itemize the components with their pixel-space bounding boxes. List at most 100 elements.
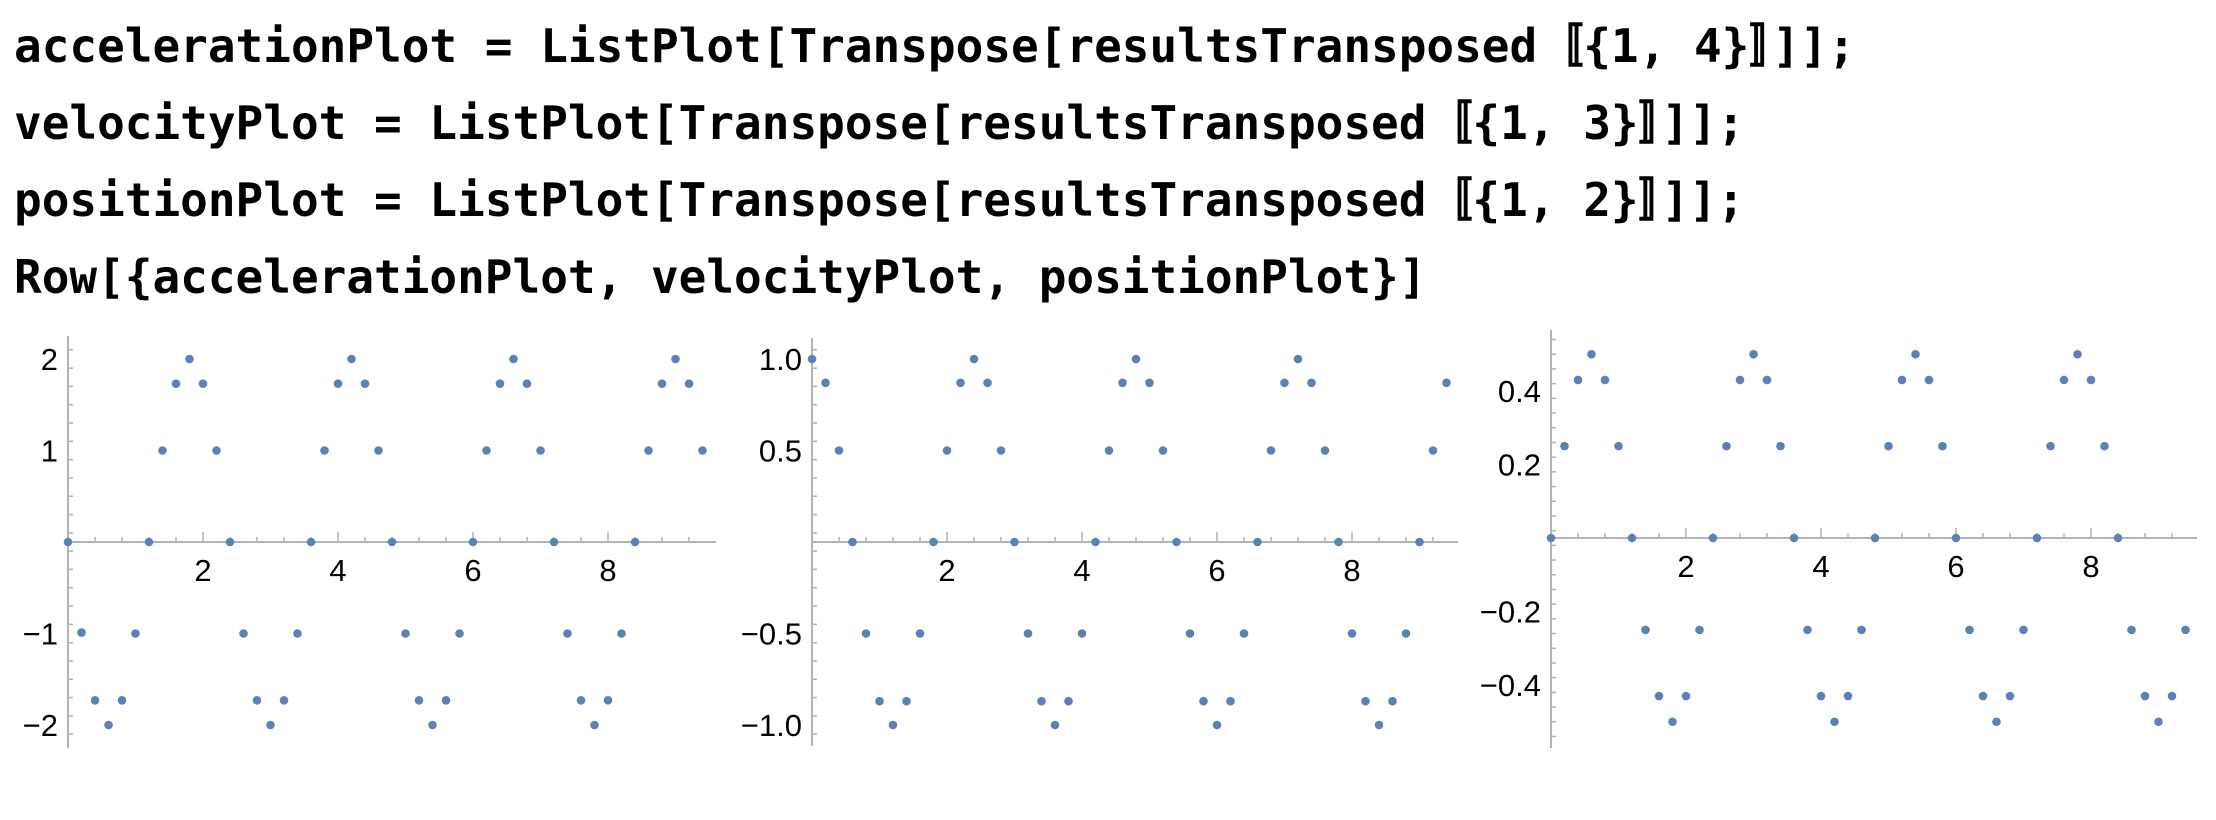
data-point [1104, 446, 1114, 455]
data-point [1641, 625, 1650, 635]
data-point [387, 537, 397, 547]
data-point [1546, 533, 1556, 543]
data-point [1803, 625, 1812, 635]
data-point [401, 629, 410, 638]
data-point [2181, 625, 2190, 635]
data-point [374, 446, 383, 455]
data-point [306, 537, 316, 547]
data-point [549, 537, 559, 547]
data-point [698, 446, 707, 455]
data-point [468, 537, 478, 547]
data-point [603, 695, 613, 705]
data-point [1830, 717, 1839, 727]
data-point [848, 537, 857, 547]
data-point [2113, 533, 2123, 543]
data-point [522, 379, 532, 389]
x-tick-label: 8 [599, 553, 616, 588]
data-point [1239, 629, 1249, 638]
x-tick-label: 2 [194, 553, 211, 588]
data-point [644, 446, 653, 455]
data-point [144, 537, 154, 547]
x-tick-label: 6 [1947, 549, 1964, 584]
data-point [915, 629, 925, 638]
data-point [293, 629, 302, 638]
data-point [1226, 696, 1235, 706]
position-plot: 2 4 6 8 −0.4 −0.2 0.2 0.4 [1480, 330, 2197, 748]
data-point [1695, 625, 1704, 635]
data-point [104, 720, 113, 730]
data-point [1749, 349, 1758, 359]
data-point [185, 354, 194, 364]
y-tick-label: 0.4 [1498, 374, 1541, 409]
data-point [117, 695, 127, 705]
data-point [657, 379, 667, 389]
data-point [983, 378, 992, 388]
data-point [158, 446, 167, 455]
y-tick-label: −2 [23, 708, 58, 743]
data-point [1023, 629, 1033, 638]
data-point [834, 446, 844, 455]
data-point [171, 379, 181, 389]
data-point [1560, 441, 1569, 451]
data-point [509, 354, 518, 364]
data-point [2127, 625, 2136, 635]
data-point [1924, 375, 1934, 385]
data-point [495, 379, 505, 389]
data-point [1668, 717, 1677, 727]
data-point [1064, 696, 1073, 706]
data-point [1415, 537, 1424, 547]
y-tick-label: −1.0 [741, 708, 802, 743]
x-tick-label: 6 [464, 553, 481, 588]
data-point [1587, 349, 1596, 359]
data-point [2100, 441, 2109, 451]
data-point [1884, 441, 1893, 451]
data-point [333, 379, 343, 389]
data-point [1280, 378, 1289, 388]
data-point [2059, 375, 2069, 385]
data-point [1735, 375, 1745, 385]
data-point [576, 695, 586, 705]
data-point [77, 628, 86, 637]
data-point [1789, 533, 1799, 543]
data-point [1050, 720, 1060, 730]
data-point [888, 720, 898, 730]
y-tick-label: 2 [41, 342, 58, 377]
data-point [902, 696, 911, 706]
data-point [1293, 354, 1303, 364]
y-tick-label: −1 [23, 617, 58, 652]
velocity-plot: 2 4 6 8 −1.0 −0.5 0.5 1.0 [741, 338, 1458, 746]
data-point [1401, 629, 1411, 638]
data-point [1708, 533, 1718, 543]
data-point [198, 379, 208, 389]
y-tick-label: −0.5 [741, 617, 802, 652]
data-point [1722, 441, 1731, 451]
data-point [684, 379, 694, 389]
data-point [1938, 441, 1947, 451]
data-point [1843, 691, 1853, 701]
data-point [428, 720, 437, 730]
data-point [1600, 375, 1610, 385]
data-point [1627, 533, 1637, 543]
data-point [90, 695, 100, 705]
data-point [455, 629, 464, 638]
data-point [1762, 375, 1772, 385]
data-point [1212, 720, 1222, 730]
data-point [1077, 629, 1087, 638]
data-point [1681, 691, 1691, 701]
x-tick-label: 8 [1343, 553, 1360, 588]
data-point [1010, 537, 1019, 547]
data-point [1307, 378, 1316, 388]
data-point [320, 446, 329, 455]
data-point [131, 629, 140, 638]
data-point [563, 629, 572, 638]
data-point [2140, 691, 2150, 701]
y-tick-label: 1.0 [759, 342, 802, 377]
code-line-row: Row[{accelerationPlot, velocityPlot, pos… [14, 250, 1427, 304]
data-point [2032, 533, 2042, 543]
data-point [1253, 537, 1262, 547]
data-point [441, 695, 451, 705]
code-input-cell[interactable]: accelerationPlot = ListPlot[Transpose[re… [14, 8, 1855, 316]
data-point [1978, 691, 1988, 701]
x-tick-label: 2 [1677, 549, 1694, 584]
data-point [1614, 441, 1623, 451]
